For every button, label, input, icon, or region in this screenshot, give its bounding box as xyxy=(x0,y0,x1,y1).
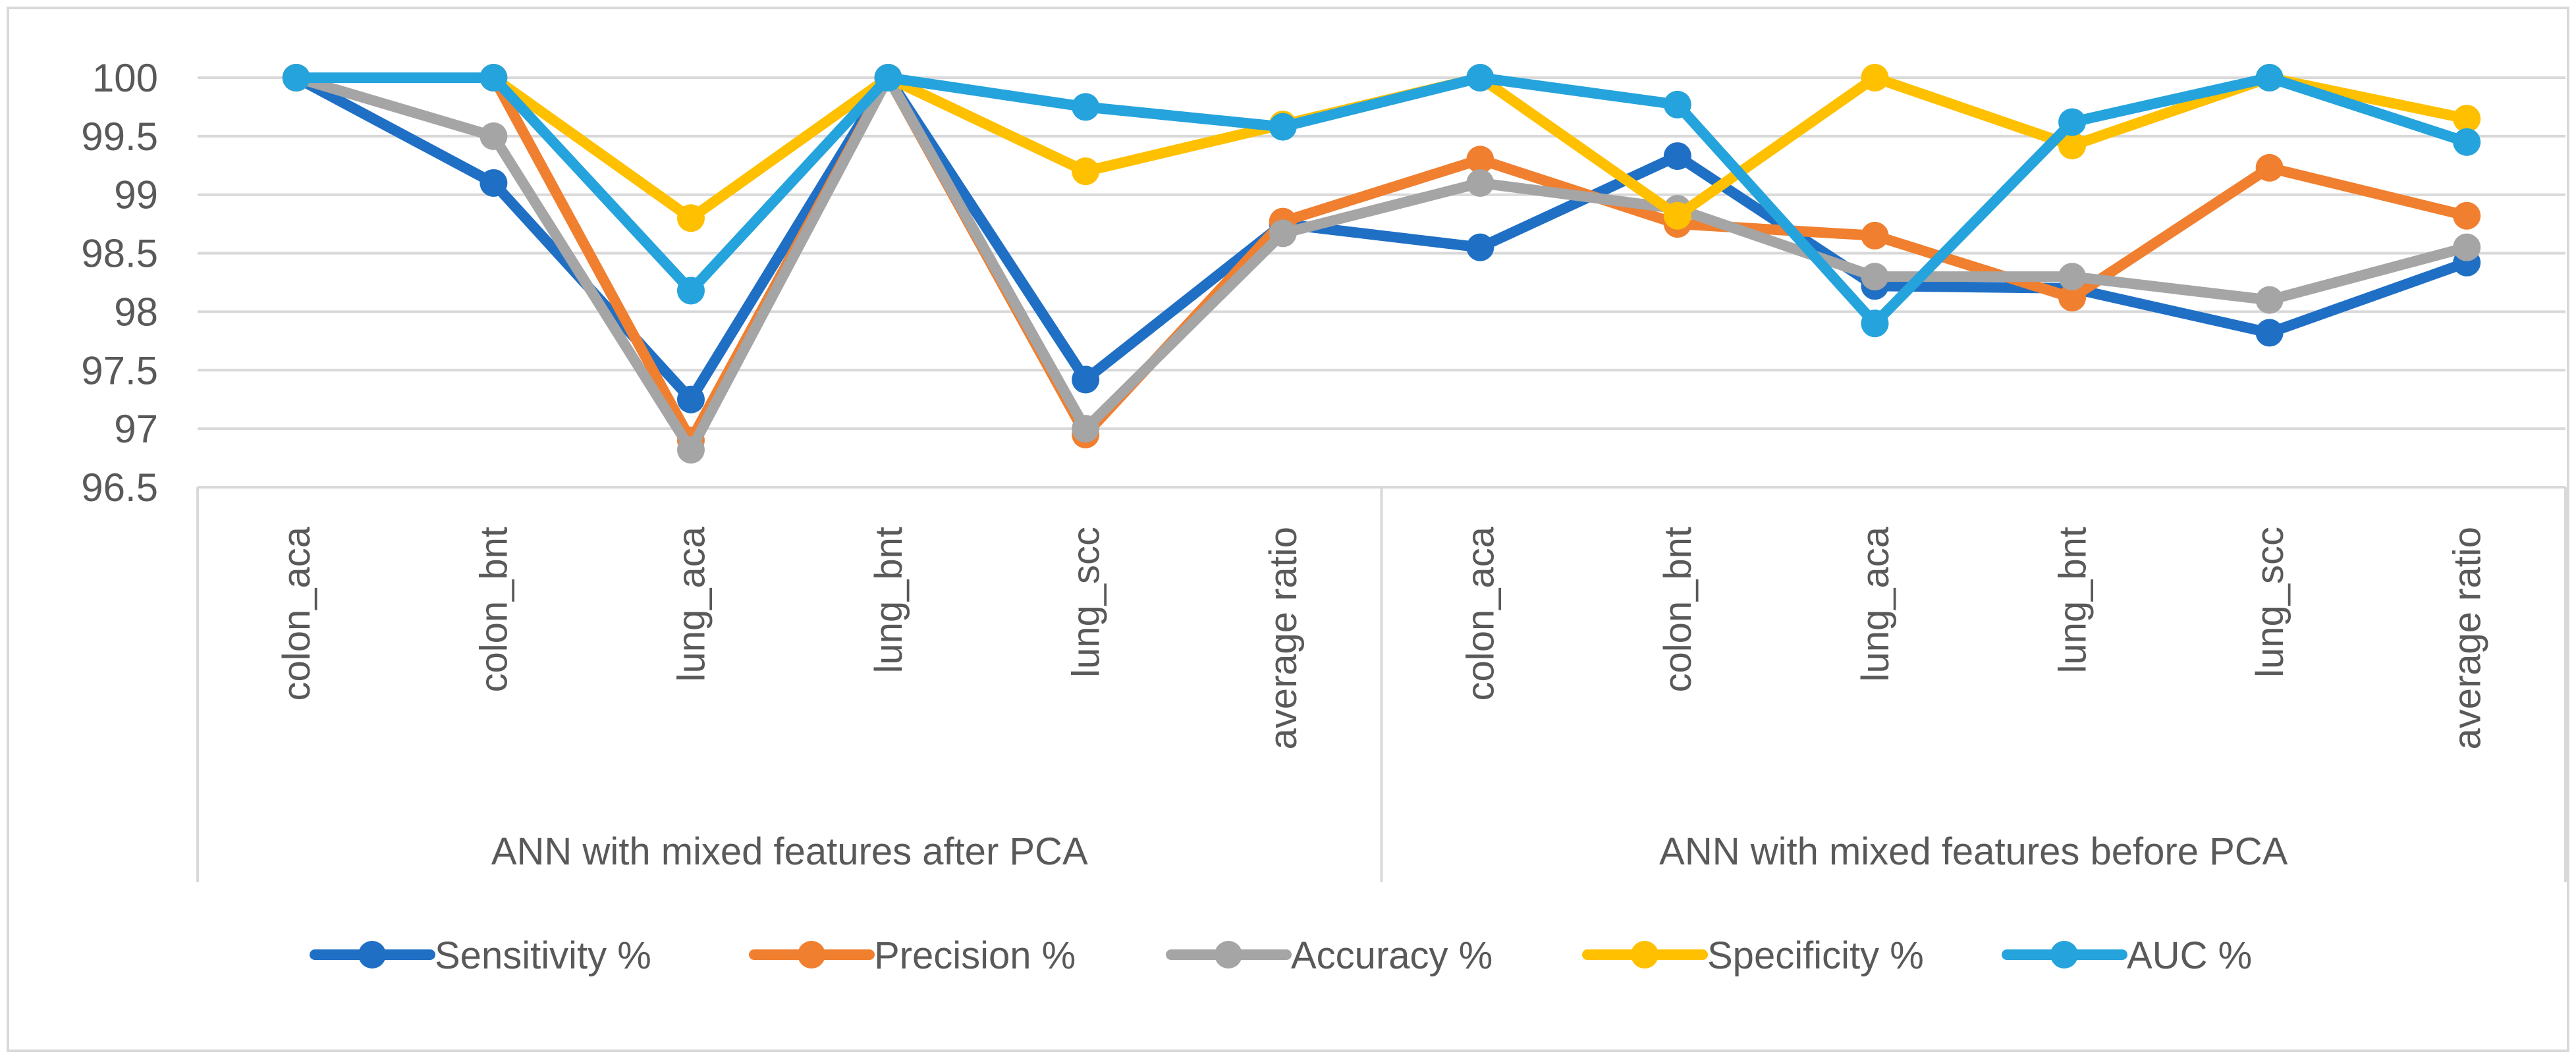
series-line xyxy=(290,72,2473,329)
x-group-label: ANN with mixed features after PCA xyxy=(491,830,1088,873)
x-category-label: lung_aca xyxy=(1854,526,1897,681)
x-category-label: lung_bnt xyxy=(867,527,910,674)
data-point xyxy=(1466,64,1494,92)
data-point xyxy=(1861,263,1889,291)
y-tick-label: 97 xyxy=(114,407,158,451)
x-category-label: colon_aca xyxy=(275,526,318,701)
data-point xyxy=(2255,319,2284,347)
x-category-label: colon_bnt xyxy=(473,527,516,693)
data-point xyxy=(1269,219,1297,248)
y-tick-label: 99.5 xyxy=(81,115,158,159)
y-tick-label: 97.5 xyxy=(81,348,158,392)
data-point xyxy=(282,64,310,92)
data-point xyxy=(1072,157,1100,186)
data-point xyxy=(2255,286,2284,314)
data-point xyxy=(2058,263,2087,291)
data-point xyxy=(1663,142,1691,171)
data-point xyxy=(676,277,705,305)
data-point xyxy=(1466,169,1494,197)
data-point xyxy=(1466,146,1494,174)
y-tick-label: 98.5 xyxy=(81,232,158,276)
legend: Sensitivity % Precision % Accuracy % Specif… xyxy=(310,934,2252,977)
data-point xyxy=(2453,201,2481,230)
data-point xyxy=(1861,64,1889,92)
data-point xyxy=(480,122,508,150)
data-point xyxy=(676,436,705,464)
category-axis: colon_aca colon_bnt lung_aca lung_bnt lung_s… xyxy=(196,487,2567,882)
legend-label: Sensitivity % xyxy=(435,934,651,977)
y-tick-label: 98 xyxy=(114,290,158,334)
data-point xyxy=(2058,132,2087,160)
series-lines xyxy=(282,64,2481,464)
x-category-label: lung_scc xyxy=(2249,527,2291,677)
y-tick-label: 96.5 xyxy=(81,465,158,510)
data-point xyxy=(1861,221,1889,250)
x-category-label: colon_bnt xyxy=(1657,527,1699,693)
x-category-label: average ratio xyxy=(1262,527,1305,750)
data-point xyxy=(2255,64,2284,92)
data-point xyxy=(874,64,902,92)
chart-frame xyxy=(7,7,2569,1052)
data-point xyxy=(1269,113,1297,141)
data-point xyxy=(1072,93,1100,121)
legend-label: Accuracy % xyxy=(1291,934,1493,977)
legend-swatch-marker xyxy=(798,941,825,969)
data-point xyxy=(480,169,508,197)
data-point xyxy=(1072,365,1100,394)
data-point xyxy=(676,204,705,232)
data-point xyxy=(2453,105,2481,133)
data-point xyxy=(2453,233,2481,261)
legend-swatch-marker xyxy=(1215,941,1242,969)
data-point xyxy=(1072,415,1100,443)
data-point xyxy=(2453,128,2481,156)
x-category-label: lung_scc xyxy=(1064,527,1107,677)
x-category-label: lung_bnt xyxy=(2051,527,2094,674)
data-point xyxy=(676,385,705,413)
data-point xyxy=(1466,233,1494,261)
data-point xyxy=(480,64,508,92)
legend-label: Specificity % xyxy=(1707,934,1924,977)
series-line xyxy=(290,72,2473,405)
x-group-label: ANN with mixed features before PCA xyxy=(1659,830,2288,873)
data-point xyxy=(2058,108,2087,136)
y-tick-label: 100 xyxy=(92,56,158,100)
data-point xyxy=(1663,201,1691,230)
legend-swatch-marker xyxy=(2050,941,2078,969)
data-point xyxy=(2255,153,2284,182)
y-tick-label: 99 xyxy=(114,173,158,217)
series-line xyxy=(290,72,2473,456)
data-point xyxy=(1663,90,1691,119)
x-category-label: average ratio xyxy=(2446,527,2489,750)
data-point xyxy=(1861,309,1889,338)
gridlines: 96.5 97 97.5 98 98.5 99 99.5 100 xyxy=(81,56,2565,510)
data-point xyxy=(2058,284,2087,312)
legend-swatch-marker xyxy=(358,941,386,969)
legend-swatch-marker xyxy=(1631,941,1658,969)
x-category-label: colon_aca xyxy=(1460,526,1502,701)
legend-label: AUC % xyxy=(2127,934,2252,977)
x-category-label: lung_aca xyxy=(670,526,713,681)
legend-label: Precision % xyxy=(874,934,1076,977)
